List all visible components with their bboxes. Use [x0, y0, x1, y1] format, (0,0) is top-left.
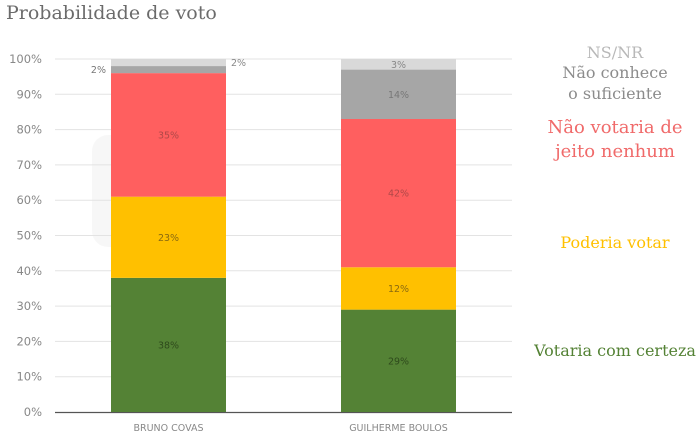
chart-title: Probabilidade de voto — [6, 2, 217, 24]
bar-segment — [111, 66, 226, 74]
y-tick-label: 90% — [16, 87, 42, 101]
legend-entry: Votaria com certeza — [534, 341, 696, 360]
bar-segment — [111, 196, 226, 278]
data-label: 2% — [231, 58, 246, 69]
legend-entry: Poderia votar — [560, 233, 670, 252]
bar-segment — [341, 119, 456, 268]
bar-segment — [341, 267, 456, 310]
legend-entry: Não votaria de jeito nenhum — [547, 117, 683, 162]
legend-entry: Não conhece o suficiente — [562, 63, 668, 103]
data-label: 35% — [158, 130, 179, 141]
y-tick-label: 80% — [16, 123, 42, 137]
y-tick-label: 60% — [16, 193, 42, 207]
bar-segment — [341, 309, 456, 412]
data-label: 42% — [388, 189, 409, 200]
bar-segment — [341, 69, 456, 120]
data-label: 12% — [388, 284, 409, 295]
data-label: 38% — [158, 340, 179, 351]
bar-segment — [111, 277, 226, 412]
y-tick-label: 20% — [16, 334, 42, 348]
y-tick-label: 50% — [16, 229, 42, 243]
y-tick-label: 40% — [16, 264, 42, 278]
y-tick-label: 100% — [9, 52, 42, 66]
data-label: 3% — [391, 60, 406, 71]
x-tick-label: BRUNO COVAS — [133, 423, 203, 434]
bar-segment — [111, 73, 226, 197]
legend-entry: NS/NR — [586, 43, 644, 62]
data-label: 23% — [158, 233, 179, 244]
bar-segment — [341, 59, 456, 70]
y-tick-label: 30% — [16, 299, 42, 313]
y-tick-label: 0% — [24, 405, 42, 419]
x-tick-label: GUILHERME BOULOS — [349, 423, 448, 434]
y-tick-label: 10% — [16, 370, 42, 384]
data-label: 29% — [388, 356, 409, 367]
bar-segment — [111, 59, 226, 67]
data-label: 2% — [91, 65, 106, 76]
data-label: 14% — [388, 90, 409, 101]
y-tick-label: 70% — [16, 158, 42, 172]
